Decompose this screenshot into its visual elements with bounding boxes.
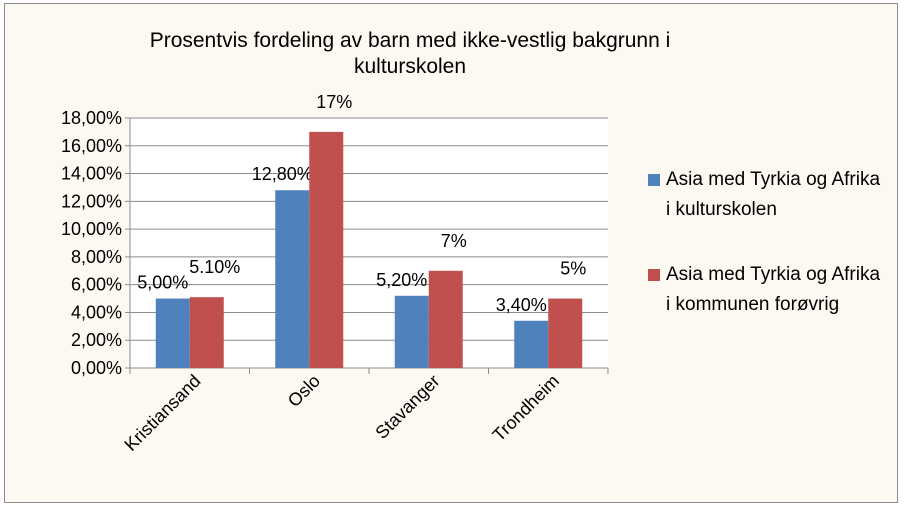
y-tick-label: 0,00%: [71, 358, 122, 378]
legend-item: Asia med Tyrkia og Afrika i kommunen for…: [648, 260, 888, 320]
value-label: 5%: [560, 259, 586, 279]
bar: [548, 298, 583, 368]
y-tick-label: 10,00%: [61, 219, 122, 239]
y-tick-label: 14,00%: [61, 164, 122, 184]
bar: [275, 190, 310, 368]
bar: [428, 270, 463, 368]
legend-label: Asia med Tyrkia og Afrika i kulturskolen: [666, 169, 881, 220]
x-tick-label: Trondheim: [489, 371, 564, 446]
y-tick-label: 18,00%: [61, 108, 122, 128]
legend-label: Asia med Tyrkia og Afrika i kommunen for…: [666, 264, 881, 315]
chart-title: Prosentvis fordeling av barn med ikke-ve…: [149, 29, 671, 78]
bar: [155, 298, 190, 368]
x-tick-label: Stavanger: [371, 371, 443, 443]
y-tick-label: 8,00%: [71, 247, 122, 267]
value-label: 5,20%: [376, 270, 427, 290]
bar: [394, 295, 429, 368]
bar: [514, 320, 549, 368]
y-tick-label: 2,00%: [71, 330, 122, 350]
value-label: 5,00%: [137, 273, 188, 293]
bar: [189, 297, 224, 368]
value-label: 3,40%: [496, 295, 547, 315]
y-tick-label: 6,00%: [71, 275, 122, 295]
bar: [309, 131, 344, 368]
value-label: 7%: [441, 231, 467, 251]
legend-swatch: [648, 269, 660, 281]
value-label: 5.10%: [189, 257, 240, 277]
legend-item: Asia med Tyrkia og Afrika i kulturskolen: [648, 165, 888, 225]
value-label: 17%: [316, 92, 352, 112]
value-label: 12,80%: [252, 164, 313, 184]
y-tick-label: 16,00%: [61, 136, 122, 156]
x-tick-label: Kristiansand: [120, 371, 204, 455]
legend-swatch: [648, 174, 660, 186]
y-tick-label: 12,00%: [61, 191, 122, 211]
x-tick-label: Oslo: [284, 371, 324, 411]
y-tick-label: 4,00%: [71, 302, 122, 322]
